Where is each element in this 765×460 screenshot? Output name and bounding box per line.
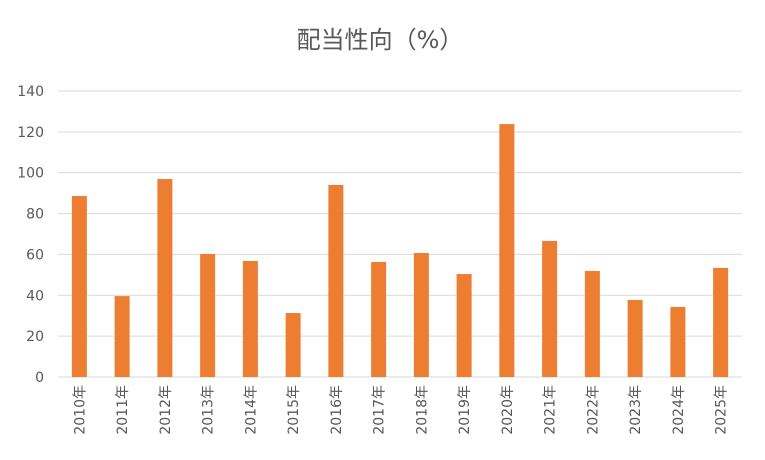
x-tick-label: 2012年 — [158, 385, 174, 435]
bar-2016年 — [328, 184, 344, 377]
x-tick-label: 2021年 — [543, 385, 559, 435]
y-tick-label: 60 — [26, 247, 44, 263]
x-tick-label: 2011年 — [115, 385, 131, 435]
x-tick-label: 2018年 — [414, 385, 430, 435]
x-tick-label: 2014年 — [243, 385, 259, 435]
x-tick-label: 2010年 — [72, 385, 88, 435]
x-tick-label: 2013年 — [201, 385, 217, 435]
y-tick-label: 40 — [26, 288, 44, 304]
x-tick-label: 2025年 — [714, 385, 730, 435]
bar-2023年 — [627, 299, 643, 377]
x-tick-label: 2016年 — [329, 385, 345, 435]
bar-2022年 — [584, 270, 600, 377]
x-tick-label: 2015年 — [286, 385, 302, 435]
bar-2018年 — [413, 252, 429, 377]
y-axis-ticks: 0 20 40 60 80 100 120 140 — [17, 84, 44, 386]
x-tick-label: 2024年 — [671, 385, 687, 435]
bar-2015年 — [285, 313, 301, 377]
bar-2019年 — [456, 274, 472, 377]
chart-title: 配当性向（%） — [297, 26, 464, 54]
y-tick-label: 80 — [26, 207, 44, 223]
x-tick-label: 2017年 — [372, 385, 388, 435]
bar-2013年 — [200, 254, 216, 377]
x-tick-label: 2022年 — [585, 385, 601, 435]
y-tick-label: 100 — [17, 166, 44, 182]
y-tick-label: 120 — [17, 125, 44, 141]
x-tick-label: 2023年 — [628, 385, 644, 435]
bar-2017年 — [371, 261, 387, 377]
bar-2011年 — [114, 296, 130, 377]
x-axis-ticks: 2010年 2011年 2012年 2013年 2014年 2015年 2016年 2017年… — [72, 385, 729, 435]
bar-2014年 — [242, 260, 258, 377]
x-tick-label: 2019年 — [457, 385, 473, 435]
y-tick-label: 0 — [35, 370, 44, 386]
bar-2020年 — [499, 124, 515, 377]
y-tick-label: 140 — [17, 84, 44, 100]
y-tick-label: 20 — [26, 329, 44, 345]
bar-2024年 — [670, 306, 686, 377]
bars — [71, 124, 729, 377]
bar-2025年 — [713, 267, 729, 377]
bar-2010年 — [71, 196, 87, 377]
bar-2012年 — [157, 179, 173, 377]
x-tick-label: 2020年 — [500, 385, 516, 435]
bar-2021年 — [542, 240, 558, 377]
